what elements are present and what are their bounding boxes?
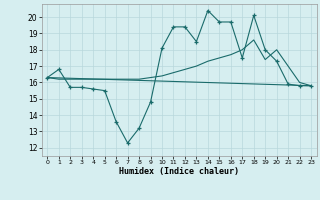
X-axis label: Humidex (Indice chaleur): Humidex (Indice chaleur)	[119, 167, 239, 176]
